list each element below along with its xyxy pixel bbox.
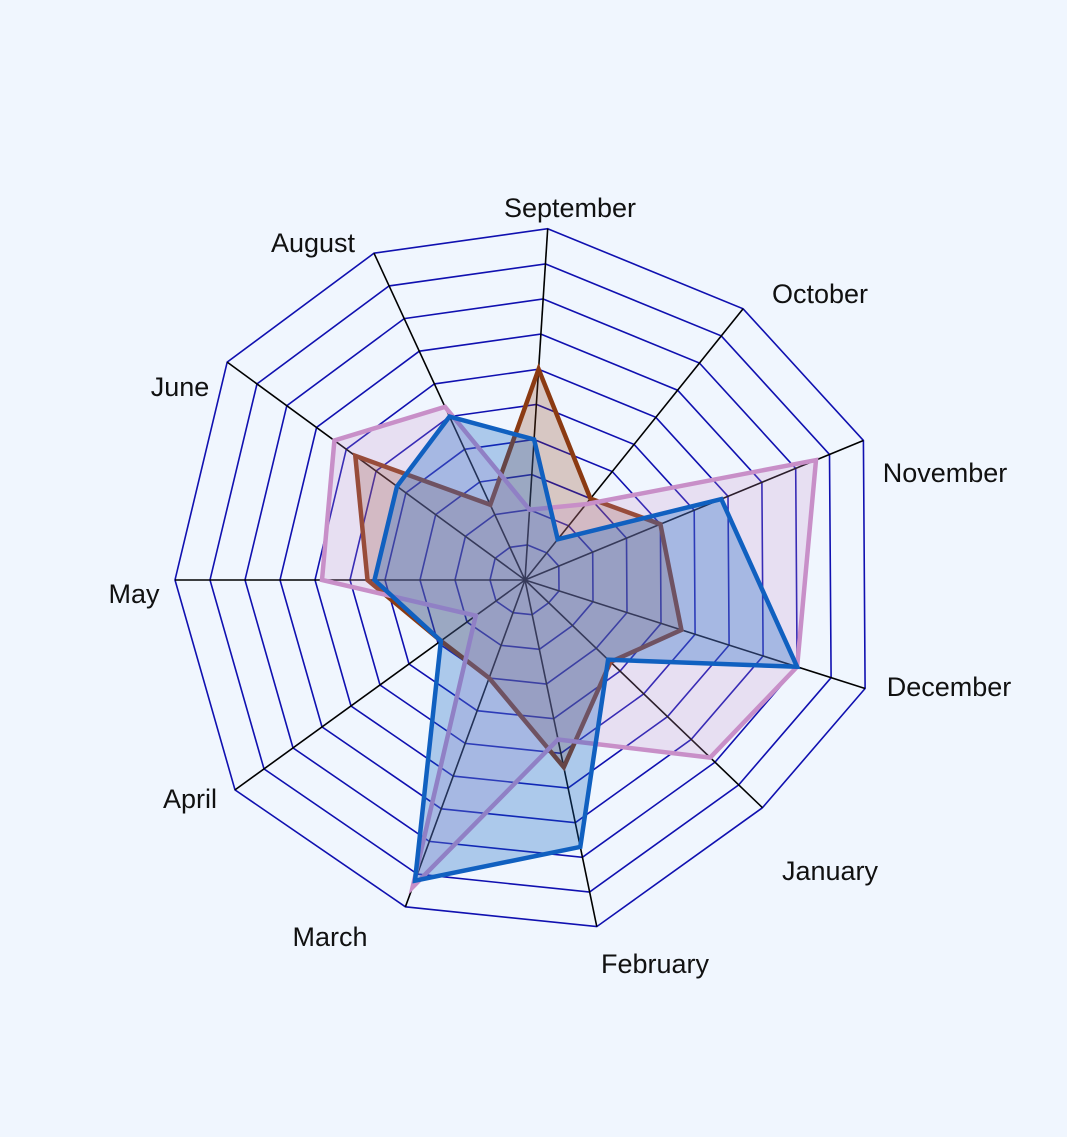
grid-ring [174, 227, 866, 928]
spoke-june [226, 361, 526, 581]
spoke-march [404, 579, 526, 908]
grid-ring [244, 298, 798, 859]
grid-ring [489, 544, 560, 616]
spoke-september [524, 228, 549, 581]
spoke-october [524, 308, 744, 581]
label-layer: September October November December January F… [108, 193, 1011, 979]
category-label-august: August [271, 228, 356, 258]
category-label-october: October [772, 279, 868, 309]
category-label-june: June [151, 372, 210, 402]
series-2-polygon [319, 404, 819, 895]
category-label-march: March [292, 922, 367, 952]
category-label-february: February [601, 949, 710, 979]
grid-ring [279, 333, 764, 824]
grid-ring [209, 263, 832, 893]
grid-ring [454, 508, 594, 651]
grid-ring [349, 403, 696, 755]
spoke-january [524, 579, 764, 809]
series-1-polygon [352, 362, 684, 772]
category-label-september: September [504, 193, 636, 223]
spoke-december [524, 579, 866, 690]
category-label-may: May [108, 579, 160, 609]
series-3-polygon [372, 414, 801, 884]
category-label-april: April [163, 784, 217, 814]
spoke-february [524, 579, 598, 927]
grid-ring [419, 473, 628, 685]
grid-layer [174, 227, 866, 928]
category-label-december: December [887, 672, 1012, 702]
category-label-january: January [782, 856, 879, 886]
series-layer [319, 362, 819, 895]
grid-ring [314, 368, 730, 789]
category-label-november: November [883, 458, 1008, 488]
